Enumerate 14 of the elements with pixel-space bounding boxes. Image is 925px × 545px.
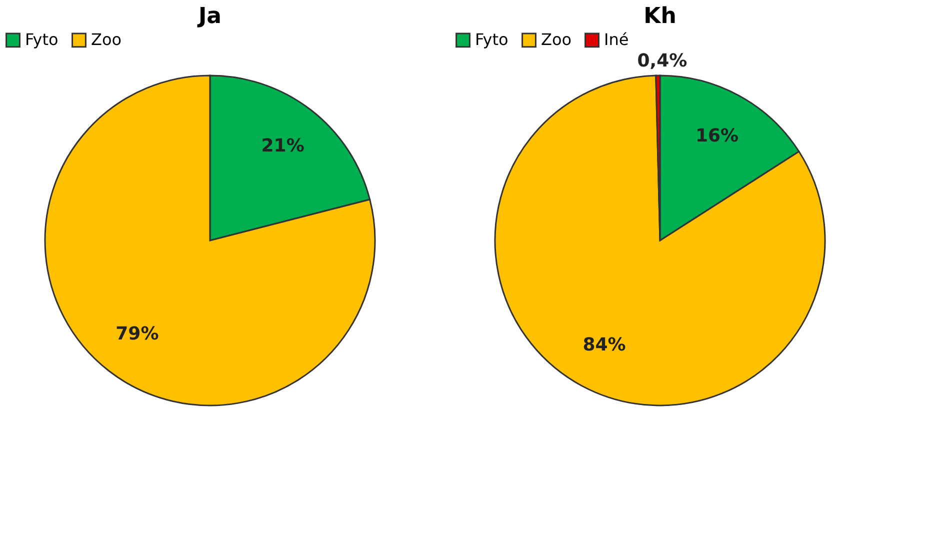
legend-label: Fyto <box>475 30 508 50</box>
pie-slice <box>494 74 826 406</box>
legend-label: Fyto <box>25 30 58 50</box>
data-label: 16% <box>695 125 739 146</box>
chart-title: Kh <box>644 4 676 29</box>
data-label: 79% <box>116 323 159 344</box>
legend-label: Iné <box>604 30 629 50</box>
data-label: 0,4% <box>637 50 688 72</box>
legend-label: Zoo <box>541 30 572 50</box>
data-label: 21% <box>261 136 304 157</box>
legend-label: Zoo <box>91 30 122 50</box>
data-label: 84% <box>582 334 626 356</box>
pie-slice <box>44 74 376 406</box>
chart-title: Ja <box>196 4 222 29</box>
